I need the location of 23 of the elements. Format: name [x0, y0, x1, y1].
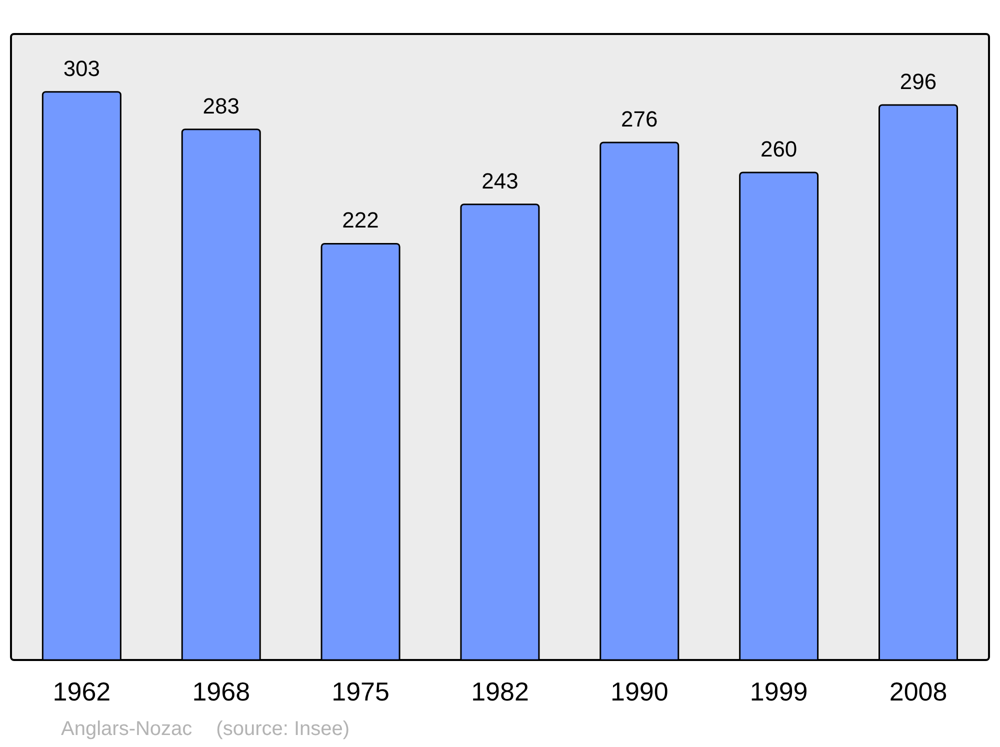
- data-label: 283: [202, 93, 240, 118]
- x-tick-label: 1968: [192, 676, 250, 706]
- bar: [739, 172, 819, 660]
- x-tick-label: 1999: [750, 676, 808, 706]
- data-label: 303: [63, 56, 100, 81]
- bar: [600, 142, 680, 660]
- x-tick-label: 1975: [332, 676, 390, 706]
- bar: [878, 104, 958, 660]
- bar: [320, 242, 400, 660]
- x-tick-label: 1982: [471, 676, 529, 706]
- text: (source: Insee): [216, 718, 350, 740]
- data-label: 276: [621, 106, 658, 132]
- x-tick-label: 1990: [610, 676, 668, 706]
- bar: [460, 204, 540, 660]
- text: Anglars-Nozac: [61, 718, 192, 740]
- x-tick-label: 2008: [889, 676, 948, 706]
- bar: [42, 91, 122, 660]
- data-label: 222: [342, 208, 379, 233]
- bar: [181, 128, 261, 660]
- data-label: 260: [760, 136, 798, 162]
- data-label: 243: [482, 168, 518, 194]
- data-label: 296: [900, 68, 937, 94]
- x-tick-label: 1962: [52, 676, 111, 706]
